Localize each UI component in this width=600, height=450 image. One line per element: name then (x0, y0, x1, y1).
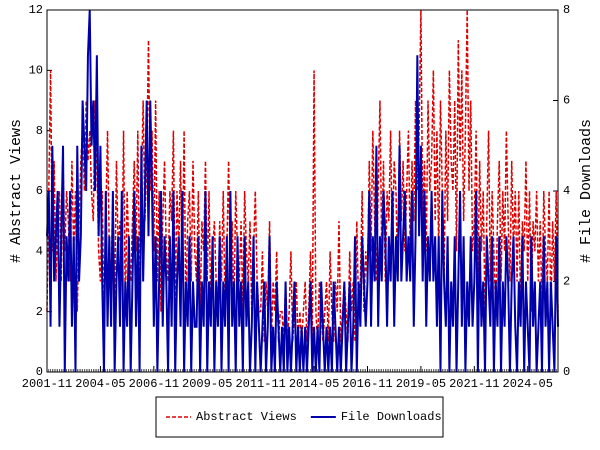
x-tick-label: 2004-05 (75, 377, 125, 391)
x-tick-label: 2016-11 (342, 377, 392, 391)
x-tick-label: 2001-11 (22, 377, 72, 391)
y-axis-title: # Abstract Views (8, 119, 25, 263)
x-tick-label: 2014-05 (289, 377, 339, 391)
y-tick-label: 0 (36, 365, 43, 379)
legend-label: Abstract Views (196, 410, 297, 424)
y-tick-label: 6 (36, 184, 43, 198)
y-tick-label: 2 (36, 305, 43, 319)
y2-tick-label: 8 (563, 3, 570, 17)
y-tick-label: 8 (36, 124, 43, 138)
x-tick-label: 2006-11 (129, 377, 179, 391)
y2-tick-label: 2 (563, 275, 570, 289)
x-tick-label: 2024-05 (503, 377, 553, 391)
x-tick-label: 2021-11 (449, 377, 499, 391)
x-tick-label: 2009-05 (182, 377, 232, 391)
y-tick-label: 4 (36, 245, 43, 259)
plot-frame (46, 9, 559, 373)
x-tick-label: 2019-05 (396, 377, 446, 391)
legend-label: File Downloads (341, 410, 442, 424)
y2-tick-label: 4 (563, 184, 570, 198)
x-tick-label: 2011-11 (235, 377, 285, 391)
y-tick-label: 12 (29, 3, 43, 17)
legend-box (155, 396, 444, 438)
y2-axis-title: # File Downloads (578, 119, 595, 263)
y2-tick-label: 0 (563, 365, 570, 379)
y-tick-label: 10 (29, 64, 43, 78)
y2-tick-label: 6 (563, 94, 570, 108)
series-line (46, 9, 559, 373)
